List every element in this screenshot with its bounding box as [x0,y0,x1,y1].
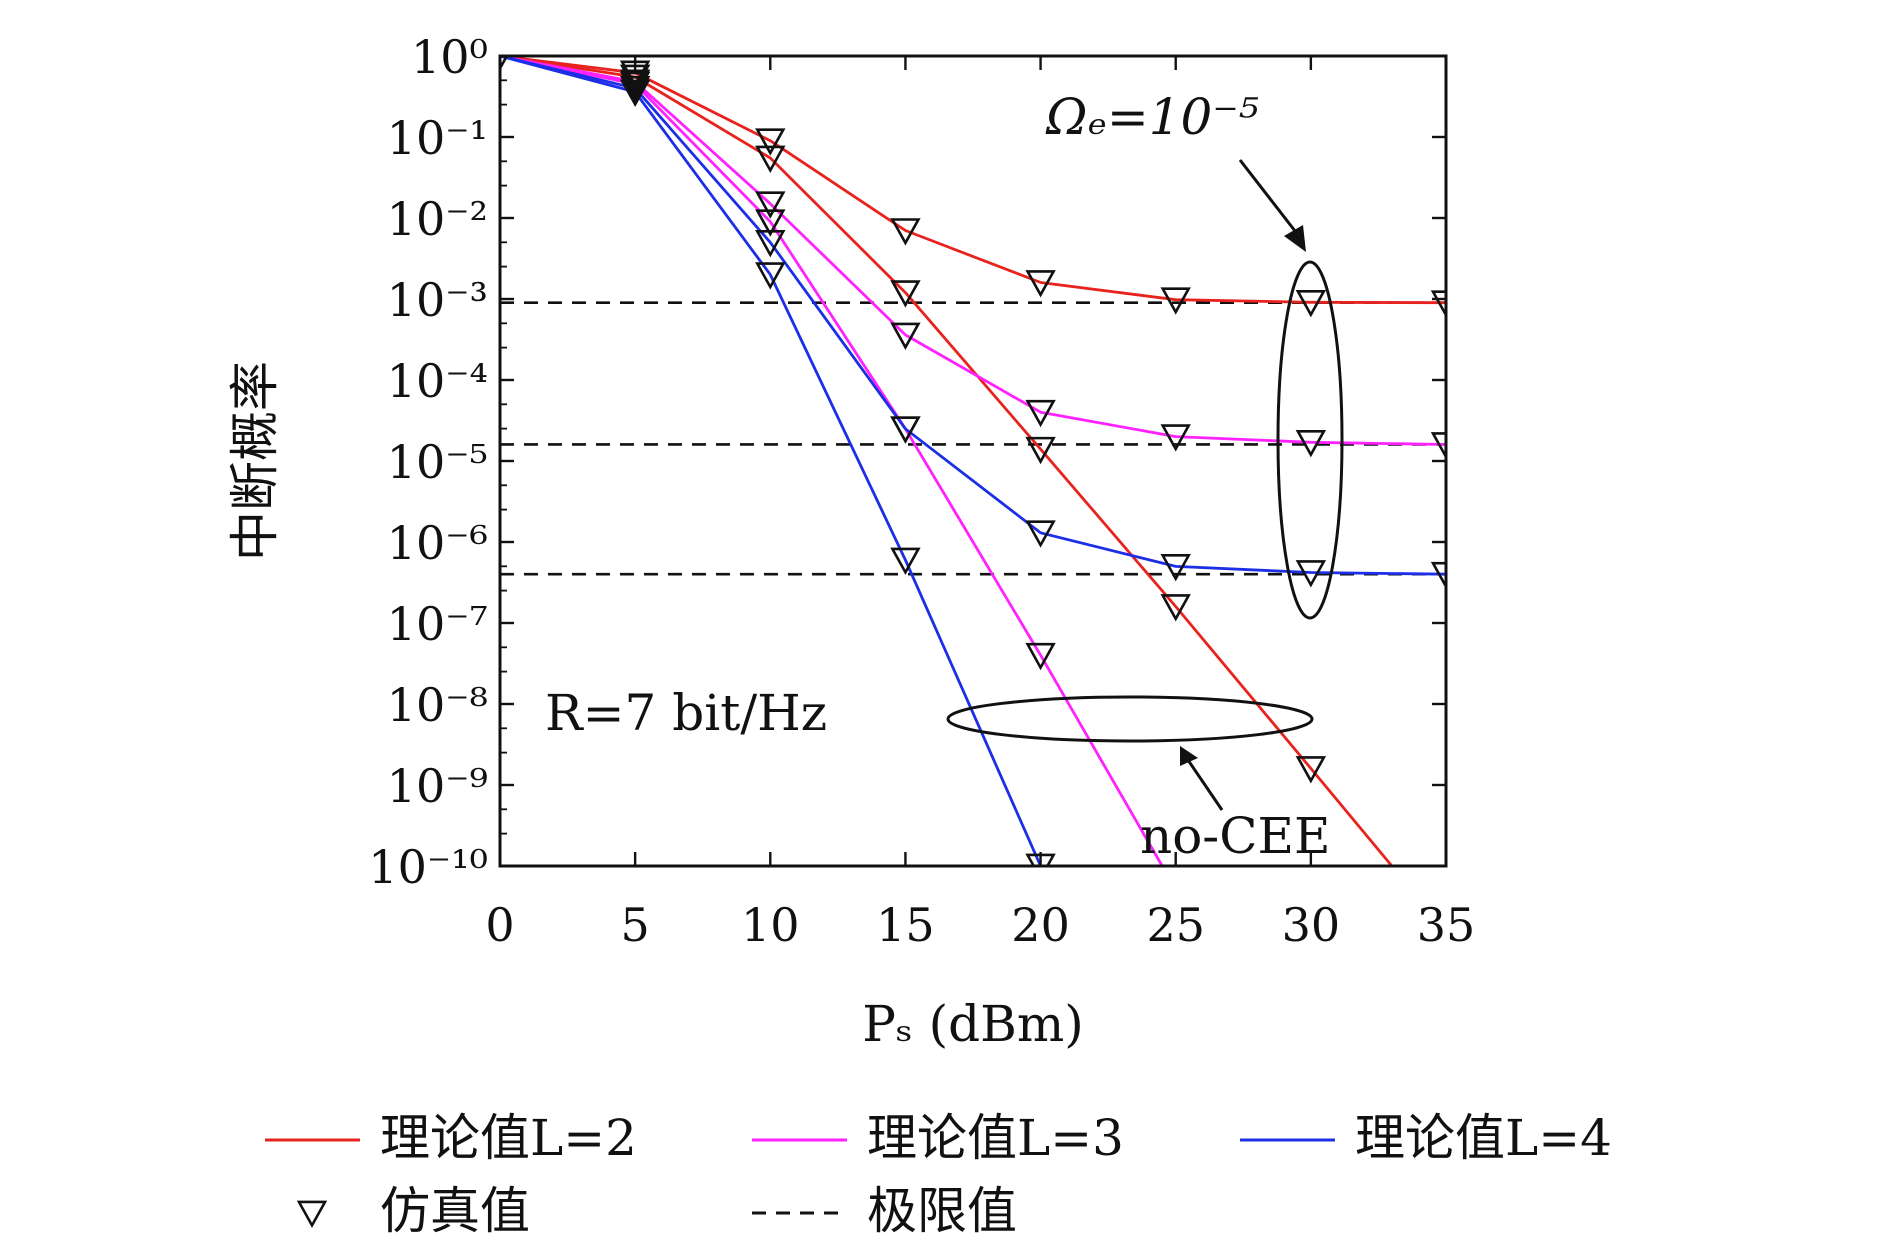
y-tick-label: 10⁰ [411,30,488,84]
simulation-point [1160,554,1191,582]
simulation-point [1025,399,1056,428]
legend-label: 仿真值 [380,1182,530,1240]
y-tick-label: 10⁻⁷ [387,597,488,651]
nocee-ellipse [946,695,1314,743]
simulation-point [619,79,651,107]
rate-annotation: R=7 bit/Hz [545,684,827,742]
simulation-point [619,75,651,104]
y-tick-label: 10⁻⁶ [387,516,488,570]
x-tick-label: 25 [1146,898,1205,952]
legend-label: 理论值L=2 [380,1109,637,1167]
nocee-annotation: no-CEE [1140,807,1330,865]
y-tick-label: 10⁻⁹ [387,759,488,813]
simulation-point [619,71,651,100]
y-tick-label: 10⁻⁸ [387,678,488,732]
x-tick-label: 15 [876,898,935,952]
simulation-point [755,145,786,174]
simulation-point [1025,520,1056,548]
x-axis-title: Pₛ (dBm) [862,995,1084,1053]
y-tick-label: 10⁻¹ [387,111,488,165]
simulation-point [755,209,786,237]
plot-clip [500,56,1446,866]
legend-label: 理论值L=4 [1355,1109,1612,1167]
x-tick-label: 30 [1282,898,1341,952]
y-tick-label: 10⁻² [387,192,488,246]
series-line-2 [500,56,1393,866]
omega-arrowhead [1284,225,1306,252]
simulation-point [755,191,786,219]
simulation-point [1295,289,1327,318]
nocee-arrowhead [1180,746,1198,766]
simulation-point [890,218,921,246]
simulation-point [755,262,786,290]
simulation-point [890,280,921,308]
legend: 理论值L=2 理论值L=3 理论值L=4 仿真值 极限值 [265,1109,1612,1240]
x-tick-label: 35 [1417,898,1476,952]
y-tick-label: 10⁻⁵ [387,435,488,489]
plot-frame [498,54,1448,868]
y-tick-label: 10⁻⁴ [387,354,488,408]
simulation-point [1430,561,1446,590]
simulation-point [1160,287,1191,315]
simulation-point [1160,424,1191,452]
omega-arrow [1238,159,1304,241]
simulation-point [890,416,921,444]
omega-annotation: Ωₑ=10⁻⁵ [1045,88,1259,146]
x-tick-label: 5 [621,898,650,952]
plot-area [500,56,1446,866]
series-line-4 [500,56,1164,866]
simulation-point [890,322,921,350]
simulation-point [1430,432,1446,460]
axes: 0 5 10 15 20 25 30 35 10⁰ 10⁻¹ 10⁻² 10⁻³ 10⁻⁴ 10⁻⁵ 10⁻… [226,30,1475,1053]
simulation-point [1025,642,1056,671]
y-tick-label: 10⁻¹⁰ [368,840,488,894]
y-tick-label: 10⁻³ [387,273,488,327]
simulation-point [1160,594,1191,622]
annotations: Ωₑ=10⁻⁵ R=7 bit/Hz no-CEE [545,88,1344,865]
series-line-3 [500,56,1446,446]
simulation-point [755,128,786,156]
simulation-point [1295,560,1327,588]
legend-label: 极限值 [867,1182,1017,1240]
simulation-point [1295,429,1327,458]
x-tick-label: 0 [485,898,514,952]
simulation-point [755,230,786,258]
simulation-point [890,547,921,575]
simulation-point [1295,756,1327,784]
x-tick-label: 20 [1011,898,1070,952]
series-line-6 [500,56,1042,866]
simulation-point [1025,270,1056,298]
simulation-point [1430,290,1446,318]
legend-triangle-icon [296,1200,328,1229]
series-line-5 [500,56,1446,576]
x-tick-label: 10 [741,898,800,952]
legend-label: 理论值L=3 [867,1109,1124,1167]
nocee-arrow [1186,759,1224,811]
y-axis-title: 中断概率 [226,361,284,561]
simulation-point [1025,436,1056,465]
limit-group-ellipse [1276,260,1344,620]
